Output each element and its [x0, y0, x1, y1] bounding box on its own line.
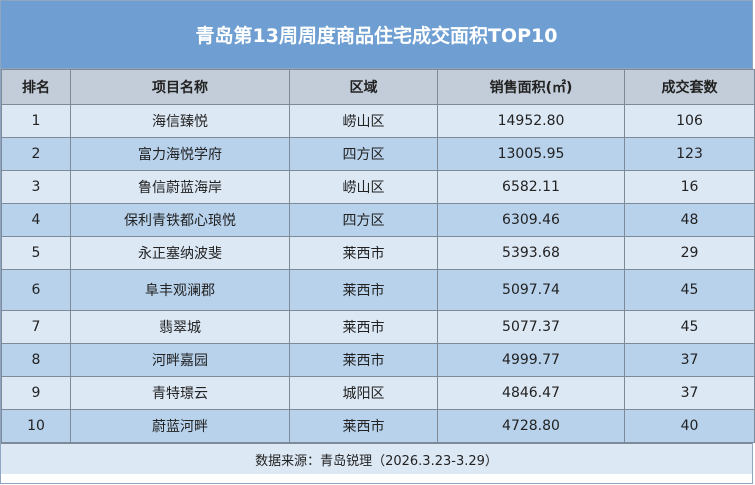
table-row: 3 鲁信蔚蓝海岸 崂山区 6582.11 16: [1, 170, 755, 204]
sales-area-cell: 5097.74: [437, 269, 625, 311]
project-name-cell: 阜丰观澜郡: [70, 269, 290, 311]
project-name-cell: 鲁信蔚蓝海岸: [70, 170, 290, 204]
rank-cell: 2: [1, 137, 71, 171]
units-sold-cell: 37: [624, 343, 755, 377]
units-sold-cell: 40: [624, 409, 755, 443]
sales-area-cell: 4999.77: [437, 343, 625, 377]
table-row: 9 青特璟云 城阳区 4846.47 37: [1, 376, 755, 410]
rank-cell: 1: [1, 104, 71, 138]
units-sold-cell: 123: [624, 137, 755, 171]
rank-cell: 3: [1, 170, 71, 204]
header-project-name: 项目名称: [70, 69, 290, 105]
table-row: 4 保利青铁都心琅悦 四方区 6309.46 48: [1, 203, 755, 237]
district-cell: 四方区: [289, 203, 438, 237]
units-sold-cell: 37: [624, 376, 755, 410]
sales-area-cell: 5077.37: [437, 310, 625, 344]
ranking-table: 排名 项目名称 区域 销售面积(㎡) 成交套数 1 海信臻悦 崂山区 14952…: [1, 69, 755, 443]
project-name-cell: 海信臻悦: [70, 104, 290, 138]
rank-cell: 7: [1, 310, 71, 344]
units-sold-cell: 16: [624, 170, 755, 204]
district-cell: 莱西市: [289, 409, 438, 443]
sales-area-cell: 13005.95: [437, 137, 625, 171]
sales-area-cell: 4728.80: [437, 409, 625, 443]
sales-area-cell: 4846.47: [437, 376, 625, 410]
project-name-cell: 青特璟云: [70, 376, 290, 410]
district-cell: 莱西市: [289, 310, 438, 344]
header-district: 区域: [289, 69, 438, 105]
table-row: 5 永正塞纳波斐 莱西市 5393.68 29: [1, 236, 755, 270]
district-cell: 莱西市: [289, 343, 438, 377]
rank-cell: 8: [1, 343, 71, 377]
table-row: 10 蔚蓝河畔 莱西市 4728.80 40: [1, 409, 755, 443]
header-row: 排名 项目名称 区域 销售面积(㎡) 成交套数: [1, 69, 755, 105]
header-units-sold: 成交套数: [624, 69, 755, 105]
project-name-cell: 蔚蓝河畔: [70, 409, 290, 443]
rank-cell: 5: [1, 236, 71, 270]
header-rank: 排名: [1, 69, 71, 105]
rank-cell: 6: [1, 269, 71, 311]
table-row: 7 翡翠城 莱西市 5077.37 45: [1, 310, 755, 344]
rank-cell: 4: [1, 203, 71, 237]
district-cell: 莱西市: [289, 269, 438, 311]
rank-cell: 9: [1, 376, 71, 410]
units-sold-cell: 106: [624, 104, 755, 138]
units-sold-cell: 45: [624, 269, 755, 311]
district-cell: 城阳区: [289, 376, 438, 410]
rank-cell: 10: [1, 409, 71, 443]
table-row: 6 阜丰观澜郡 莱西市 5097.74 45: [1, 269, 755, 311]
district-cell: 莱西市: [289, 236, 438, 270]
project-name-cell: 永正塞纳波斐: [70, 236, 290, 270]
units-sold-cell: 45: [624, 310, 755, 344]
project-name-cell: 富力海悦学府: [70, 137, 290, 171]
table-row: 2 富力海悦学府 四方区 13005.95 123: [1, 137, 755, 171]
table-row: 1 海信臻悦 崂山区 14952.80 106: [1, 104, 755, 138]
project-name-cell: 保利青铁都心琅悦: [70, 203, 290, 237]
sales-area-cell: 6309.46: [437, 203, 625, 237]
table-title: 青岛第13周周度商品住宅成交面积TOP10: [1, 1, 752, 69]
header-sales-area: 销售面积(㎡): [437, 69, 625, 105]
table-row: 8 河畔嘉园 莱西市 4999.77 37: [1, 343, 755, 377]
project-name-cell: 河畔嘉园: [70, 343, 290, 377]
sales-area-cell: 5393.68: [437, 236, 625, 270]
district-cell: 四方区: [289, 137, 438, 171]
sales-area-cell: 14952.80: [437, 104, 625, 138]
units-sold-cell: 29: [624, 236, 755, 270]
district-cell: 崂山区: [289, 104, 438, 138]
district-cell: 崂山区: [289, 170, 438, 204]
sales-area-cell: 6582.11: [437, 170, 625, 204]
units-sold-cell: 48: [624, 203, 755, 237]
data-source-footer: 数据来源：青岛锐理（2026.3.23-3.29）: [1, 443, 752, 474]
project-name-cell: 翡翠城: [70, 310, 290, 344]
